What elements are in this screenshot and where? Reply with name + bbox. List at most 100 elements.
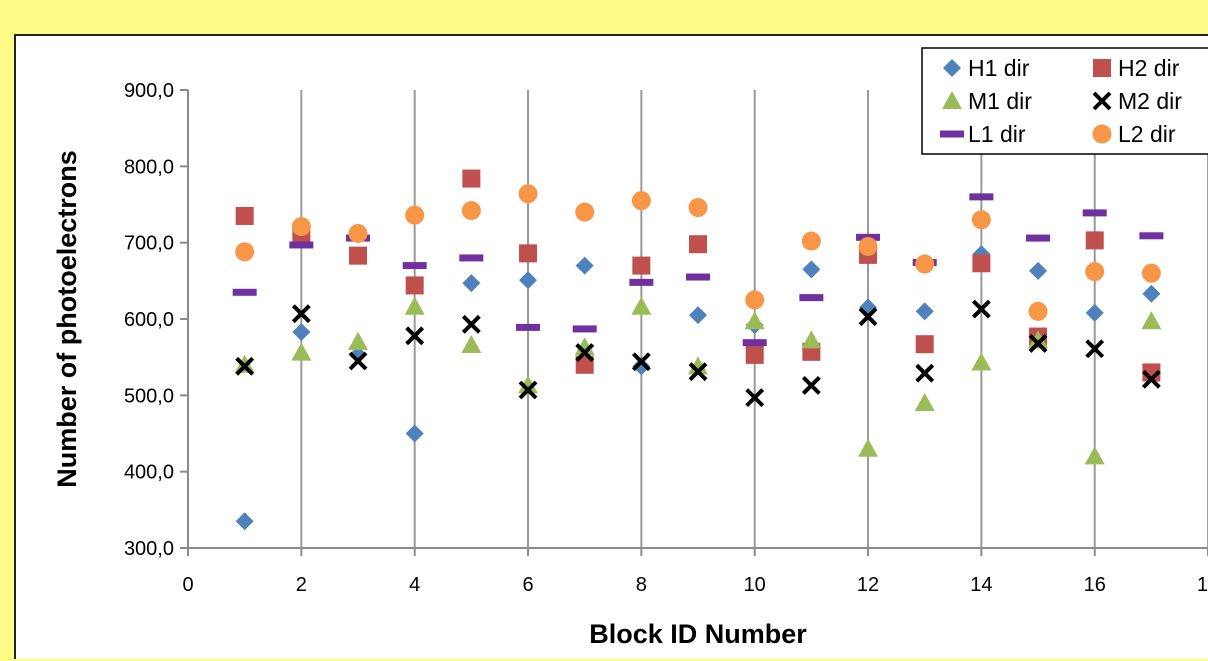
l2-dir-point [235,242,254,261]
m1-dir-point [461,335,481,353]
y-tick-label: 600,0 [124,309,174,331]
h1-dir-point [519,271,537,289]
y-tick-label: 300,0 [124,538,174,560]
h1-dir-point [859,299,877,317]
h2-dir-point [462,170,480,188]
l2-dir-point [859,237,878,256]
m1-dir-point [801,330,821,348]
l1-dir-point [799,294,823,301]
h2-dir-point [406,276,424,294]
h2-dir-legend-marker [1093,59,1111,77]
m1-dir-legend-label: M1 dir [968,88,1032,114]
l1-dir-point [629,279,653,286]
scatter-chart: 300,0 400,0 500,0 600,0 700,0 800,0 900,0 0 2 4 6 8… [16,36,1208,661]
x-tick-label: 14 [970,574,992,596]
y-axis-title: Number of photoelectrons [52,150,82,488]
h2-dir-point [746,346,764,364]
chart-frame: 300,0 400,0 500,0 600,0 700,0 800,0 900,0 0 2 4 6 8… [14,34,1208,659]
l1-dir-point [233,289,257,296]
m2-dir-point [803,377,819,393]
l2-dir-legend-marker [1093,125,1112,144]
m1-dir-point [1085,446,1105,464]
l1-dir-point [1139,232,1163,239]
h2-dir-legend-label: H2 dir [1118,55,1180,81]
h2-dir-point [519,244,537,262]
l1-dir-point [573,325,597,332]
l1-dir-point [1026,235,1050,242]
l2-dir-legend-label: L2 dir [1118,121,1176,147]
h1-dir-point [1086,304,1104,322]
h2-dir-point [916,335,934,353]
x-axis-title: Block ID Number [589,619,807,649]
l1-dir-legend-label: L1 dir [968,121,1026,147]
y-tick-label: 900,0 [124,80,174,102]
axis-layer [180,90,1208,556]
m1-dir-point [631,297,651,315]
m1-dir-point [405,297,425,315]
y-tick-label: 700,0 [124,233,174,255]
l2-dir-point [349,224,368,243]
m1-dir-point [1141,311,1161,329]
y-tick-label: 400,0 [124,462,174,484]
l2-dir-point [462,201,481,220]
h1-dir-point [916,302,934,320]
l1-dir-point [516,324,540,331]
l1-dir-point [1083,209,1107,216]
h1-dir-point [292,323,310,341]
m1-dir-point [971,353,991,371]
m2-dir-point [463,316,479,332]
h2-dir-point [632,257,650,275]
l1-dir-point [289,241,313,248]
x-tick-label: 6 [522,574,533,596]
x-tick-label: 2 [296,574,307,596]
x-tick-label: 12 [857,574,879,596]
m1-dir-point [291,343,311,361]
m1-dir-point [348,332,368,350]
h1-dir-point [1029,262,1047,280]
y-tick-label: 800,0 [124,156,174,178]
h1-dir-point [689,306,707,324]
m2-dir-legend-label: M2 dir [1118,88,1182,114]
h1-dir-point [1142,285,1160,303]
l2-dir-point [745,290,764,309]
l1-dir-point [403,262,427,269]
h1-dir-point [802,260,820,278]
h1-dir-point [462,274,480,292]
m1-dir-point [745,311,765,329]
x-tick-label: 0 [182,574,193,596]
l2-dir-point [972,210,991,229]
l1-dir-point [969,193,993,200]
h1-dir-point [236,512,254,530]
l2-dir-point [1029,302,1048,321]
l2-dir-point [802,232,821,251]
l2-dir-point [632,191,651,210]
l2-dir-point [292,217,311,236]
l2-dir-point [1142,264,1161,283]
l2-dir-point [405,206,424,225]
x-tick-label: 18 [1197,574,1208,596]
l2-dir-point [575,203,594,222]
m2-dir-point [917,365,933,381]
l1-dir-point [459,254,483,261]
x-tick-label: 16 [1084,574,1106,596]
h1-dir-point [406,425,424,443]
x-tick-label: 8 [636,574,647,596]
l2-dir-point [1085,262,1104,281]
l2-dir-point [519,184,538,203]
m1-dir-point [915,393,935,411]
l2-dir-point [689,198,708,217]
h1-dir-legend-label: H1 dir [968,55,1030,81]
l1-dir-point [686,274,710,281]
l1-dir-legend-marker [940,131,964,138]
x-tick-label: 10 [744,574,766,596]
legend: H1 dir H2 dir M1 dir M2 dir L1 dir L2 dir [922,48,1208,154]
h2-dir-point [1086,231,1104,249]
m1-dir-point [858,439,878,457]
h1-dir-point [576,257,594,275]
l1-dir-point [743,339,767,346]
l2-dir-point [915,255,934,274]
h2-dir-point [972,254,990,272]
y-tick-label: 500,0 [124,385,174,407]
h2-dir-point [349,247,367,265]
data-markers [233,170,1164,531]
